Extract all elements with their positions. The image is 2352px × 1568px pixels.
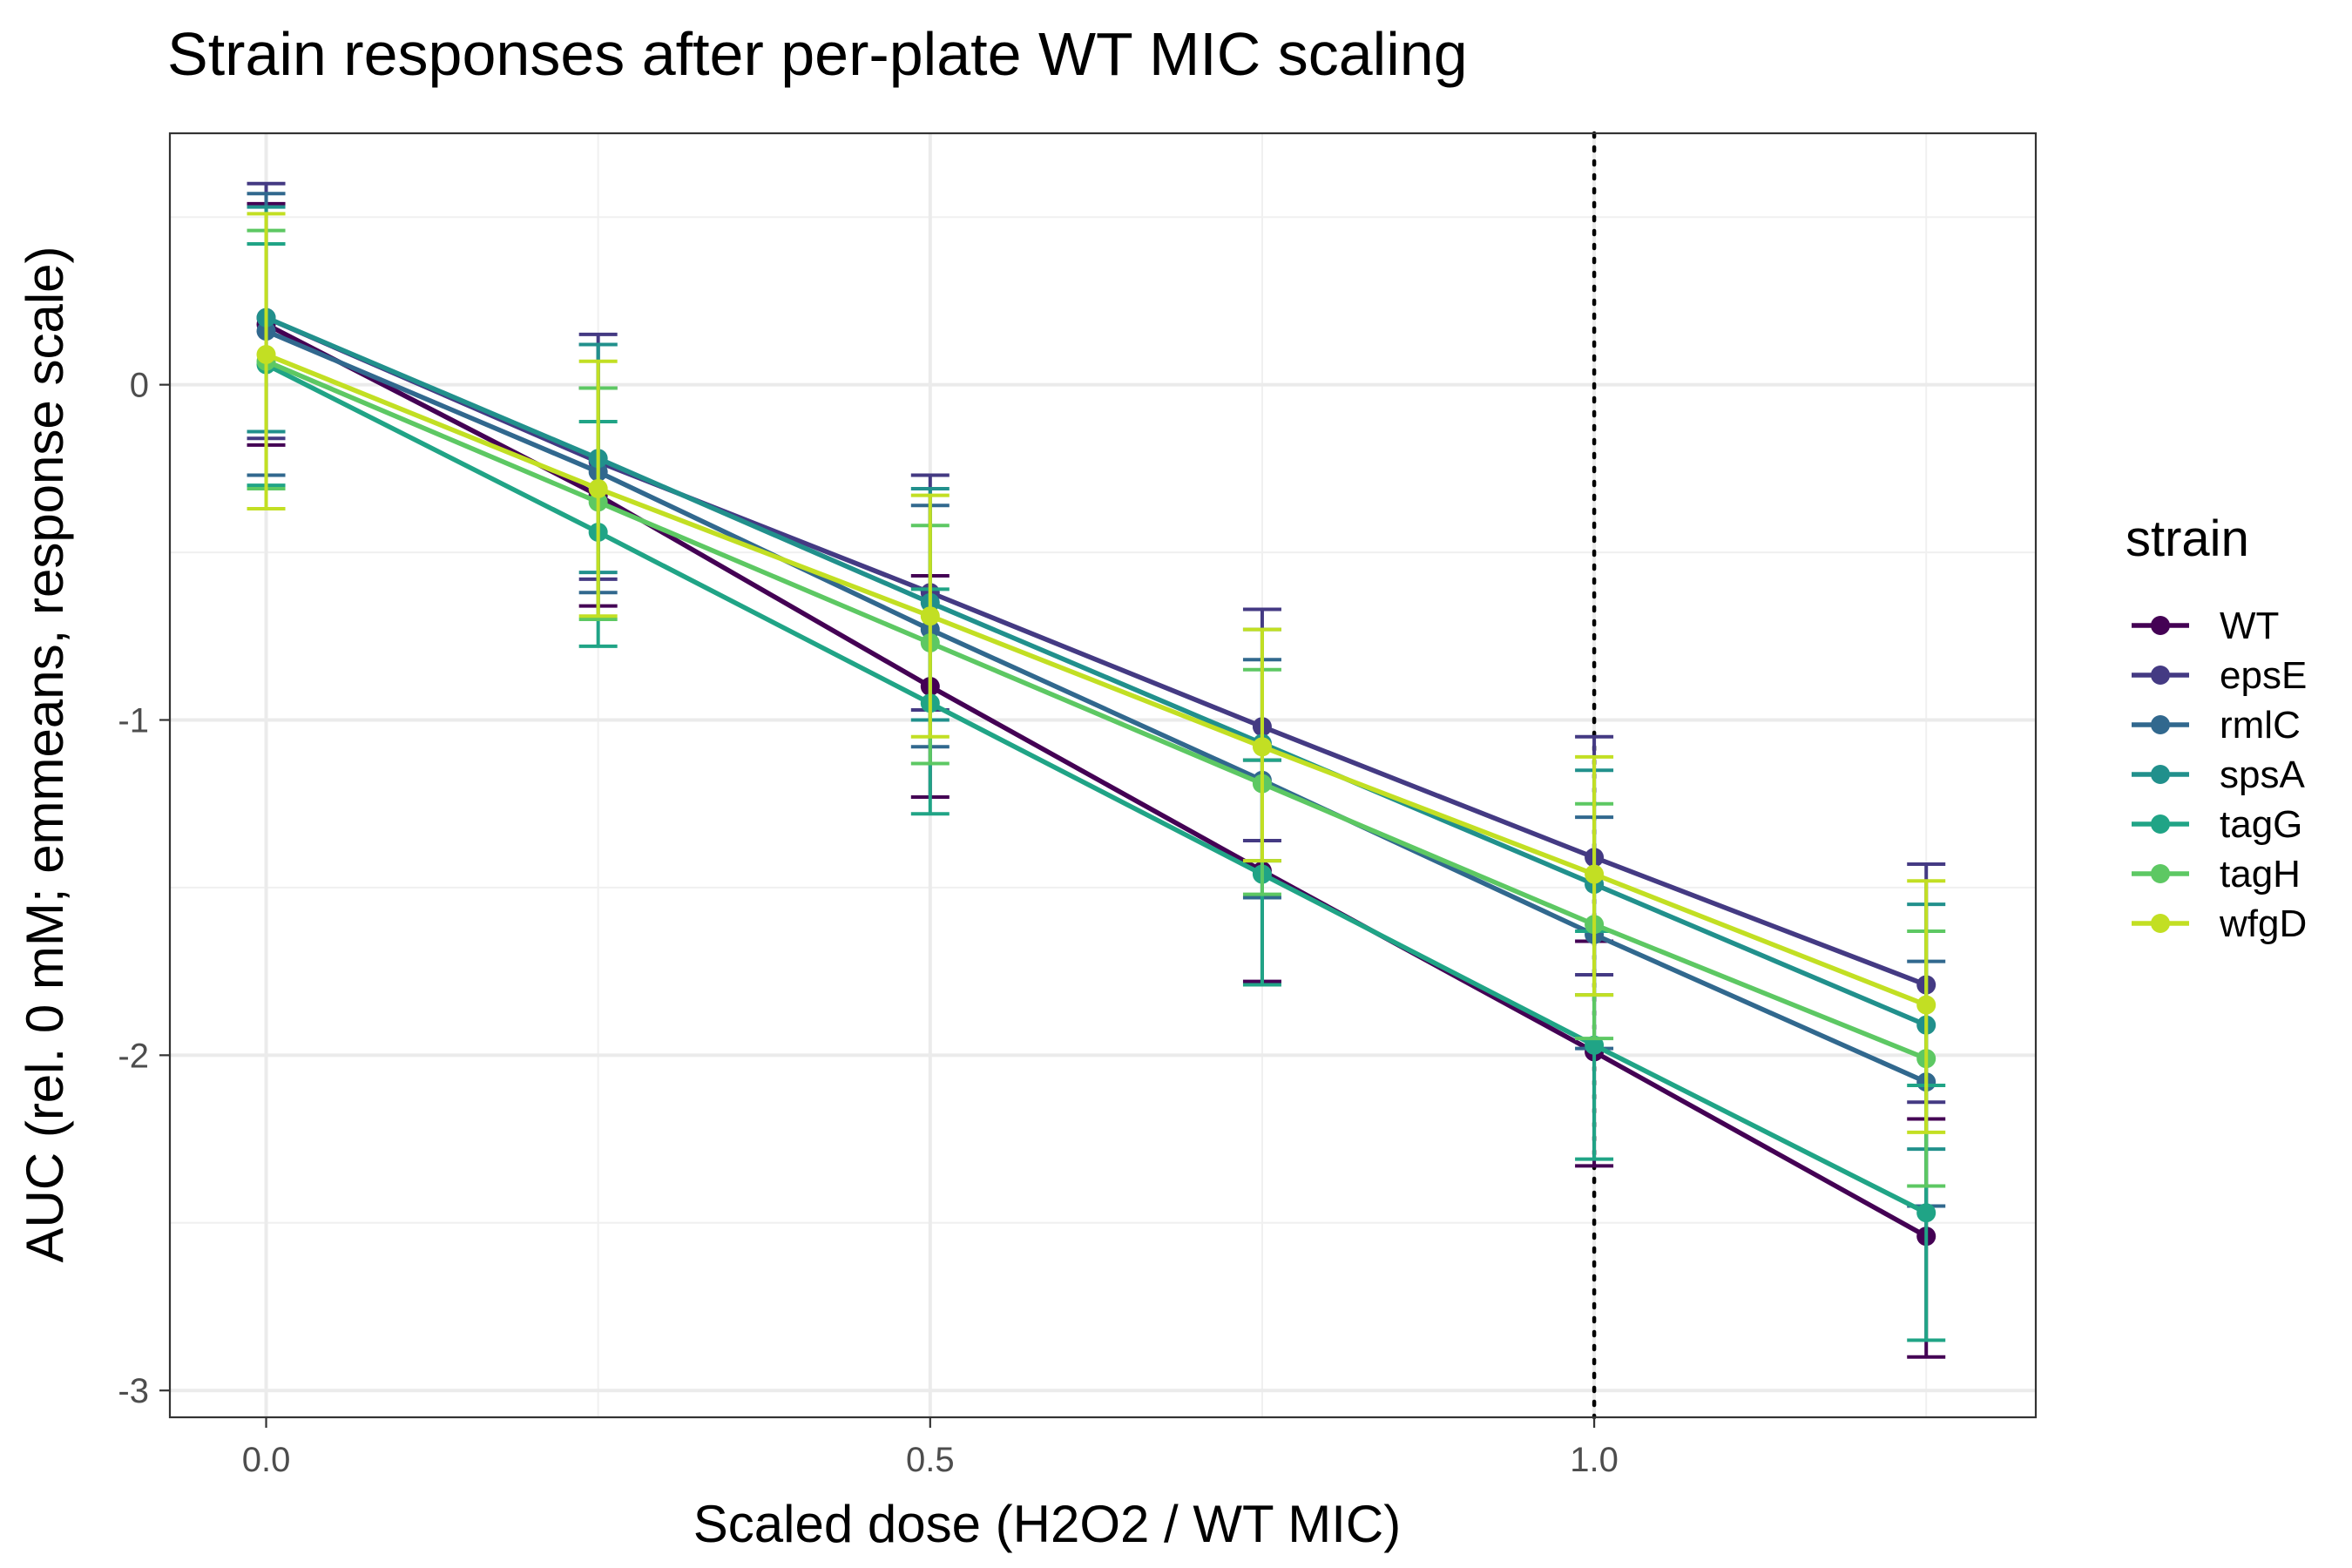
data-point [1585,864,1605,884]
legend-item: spsA [2132,754,2305,796]
x-tick-label: 1.0 [1570,1441,1619,1479]
legend-label: epsE [2220,654,2307,697]
data-point [1585,1035,1605,1055]
legend-items: WT epsE rmlC spsA tagG tagH wfgD [2132,605,2307,945]
x-tick-label: 0.5 [906,1441,955,1479]
data-point [1252,737,1272,757]
panel-background [170,133,2036,1417]
data-point [256,345,276,365]
legend-item: tagH [2132,853,2301,896]
legend-key-point [2151,715,2170,734]
legend-item: epsE [2132,654,2307,697]
series-line [265,359,1928,1061]
legend-key-point [2151,914,2170,933]
legend-label: tagH [2220,853,2301,896]
legend: strain WT epsE rmlC spsA tagG tagH wfgD [2126,510,2307,945]
legend-key-point [2151,864,2170,883]
series-line [265,328,1928,1085]
legend-item: rmlC [2132,704,2301,747]
data-point [1916,1203,1936,1223]
series-wfgD [247,212,1946,1134]
legend-key-point [2151,765,2170,784]
x-axis: 0.0 0.5 1.0 [242,1417,1619,1479]
legend-label: wfgD [2219,902,2307,945]
panel-border [168,132,2038,1419]
legend-item: WT [2132,605,2279,647]
chart-title: Strain responses after per-plate WT MIC … [167,20,1468,88]
y-tick-label: -3 [118,1372,149,1410]
legend-title: strain [2126,510,2249,567]
legend-label: tagG [2220,803,2302,846]
legend-key-point [2151,666,2170,685]
legend-key-point [2151,814,2170,834]
x-tick-label: 0.0 [242,1441,291,1479]
y-tick-label: 0 [130,367,149,405]
series-layer [247,181,1946,1359]
series-line [265,362,1928,1215]
y-axis-title: AUC (rel. 0 mM; emmeans, response scale) [16,246,74,1262]
plot-panel [168,131,2038,1420]
legend-label: WT [2220,605,2279,647]
x-axis-title: Scaled dose (H2O2 / WT MIC) [693,1495,1401,1553]
legend-key-point [2151,616,2170,635]
series-line [265,315,1928,1028]
legend-item: tagG [2132,803,2302,846]
series-line [265,352,1928,1008]
y-axis: 0 -1 -2 -3 [118,367,170,1410]
legend-label: spsA [2220,754,2305,796]
legend-label: rmlC [2220,704,2301,747]
legend-item: wfgD [2132,902,2307,945]
y-tick-label: -1 [118,701,149,740]
data-point [588,478,608,498]
series-line [265,315,1928,988]
data-point [920,606,940,626]
y-tick-label: -2 [118,1037,149,1075]
data-point [1916,995,1936,1015]
